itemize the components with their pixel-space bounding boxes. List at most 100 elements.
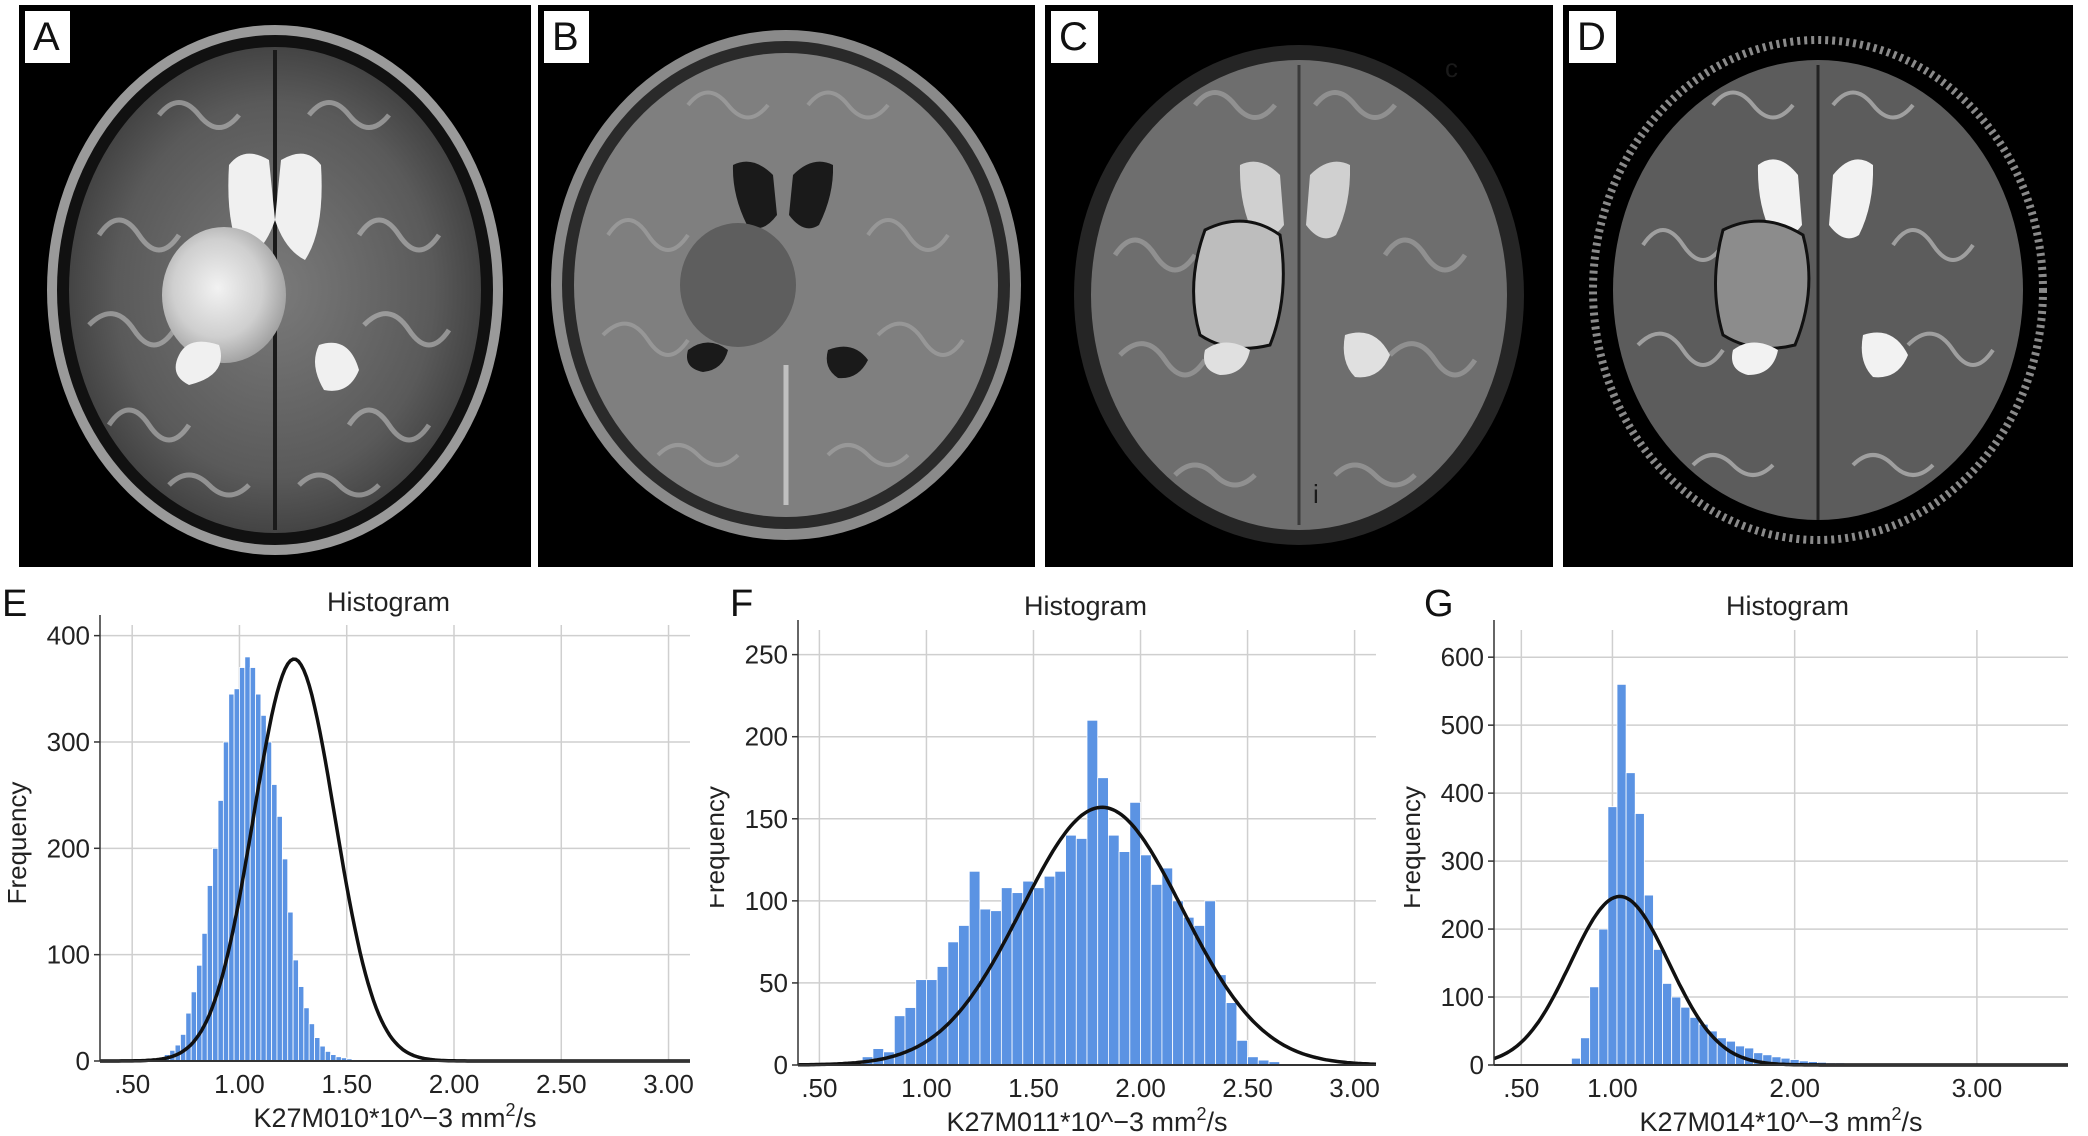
histogram-bar	[1634, 813, 1645, 1066]
histogram-bar	[314, 1037, 321, 1062]
histogram-bar	[947, 941, 959, 1066]
y-tick-label: 200	[745, 722, 788, 752]
histogram-bar	[298, 986, 305, 1062]
x-axis-label: K27M010*10^−3 mm2/s	[253, 1100, 536, 1133]
y-tick-label: 100	[745, 886, 788, 916]
histogram-bar	[1182, 916, 1195, 1066]
x-tick-label: 2.00	[1115, 1073, 1166, 1103]
histogram-bar	[1043, 875, 1056, 1066]
histogram-bar	[1000, 887, 1013, 1066]
histogram-bar	[222, 741, 230, 1062]
histogram-bar	[1022, 880, 1034, 1066]
histogram-g-plot: 0 100 200 300 400 500 600 .50 1.00 2.00 3.00 Freque…	[1404, 620, 2068, 1136]
histogram-bar	[1662, 983, 1673, 1066]
histogram-bar	[1598, 928, 1609, 1066]
histogram-bar	[255, 693, 262, 1062]
histogram-bar	[1161, 867, 1174, 1066]
histogram-f: F Histogram 0 50 100 150 200 250 .50 1.00 1.50 2.…	[710, 575, 1396, 1136]
panel-label-f: F	[730, 583, 754, 625]
y-tick-label: 200	[47, 833, 90, 863]
x-tick-label: .50	[801, 1073, 837, 1103]
histogram-bar	[1086, 719, 1099, 1066]
histogram-bar	[1236, 1039, 1248, 1066]
histogram-bar	[1150, 884, 1163, 1066]
y-tick-label: 300	[47, 727, 90, 757]
mri-dwi-image: c i	[1074, 45, 1524, 545]
histogram-bar	[217, 800, 224, 1062]
histogram-bar	[1129, 801, 1141, 1066]
histogram-bar	[990, 910, 1002, 1066]
y-tick-label: 500	[1441, 710, 1484, 740]
normal-curve	[100, 657, 690, 1063]
histogram-bar	[893, 1015, 906, 1066]
histogram-bar	[287, 911, 294, 1062]
histogram-e: E Histogram 0 100 200 300 400 .50 1.00 1.50 2.00…	[0, 575, 710, 1136]
y-tick-label: 300	[1441, 846, 1484, 876]
histogram-bar	[1097, 777, 1109, 1066]
y-tick-label: 150	[745, 804, 788, 834]
x-tick-label: 2.50	[1222, 1073, 1273, 1103]
y-tick-label: 400	[1441, 778, 1484, 808]
histogram-bar	[271, 784, 278, 1062]
y-tick-label: 50	[759, 968, 788, 998]
histogram-bar	[958, 925, 970, 1066]
histogram-bar	[233, 688, 240, 1062]
histogram-bar	[1140, 854, 1152, 1066]
y-tick-label: 0	[76, 1046, 90, 1076]
histogram-bar	[308, 1023, 315, 1062]
x-tick-label: 3.00	[1329, 1073, 1380, 1103]
histogram-bar	[904, 1007, 917, 1066]
x-tick-label: 1.00	[901, 1073, 952, 1103]
histogram-bar	[1571, 1057, 1581, 1066]
x-axis-label: K27M014*10^−3 mm2/s	[1639, 1104, 1922, 1136]
panel-label-e: E	[2, 583, 28, 625]
histogram-e-plot: 0 100 200 300 400 .50 1.00 1.50 2.00 2.50 3.00 Freq…	[2, 615, 694, 1133]
histogram-bar	[1247, 1056, 1259, 1066]
histogram-bar	[228, 693, 235, 1062]
histogram-bar	[1616, 683, 1627, 1066]
overlay-i-text: i	[1313, 479, 1319, 509]
y-tick-label: 400	[47, 621, 90, 651]
x-tick-label: 3.00	[1952, 1073, 2003, 1103]
panel-label-c: C	[1051, 11, 1098, 63]
overlay-c-text: c	[1445, 53, 1458, 83]
histogram-bar	[196, 964, 203, 1062]
mri-panel-c: c i C	[1045, 5, 1553, 567]
histogram-f-plot: 0 50 100 150 200 250 .50 1.00 1.50 2.00 2.50 3.00 Fr…	[710, 620, 1380, 1136]
histogram-bar	[1653, 949, 1663, 1066]
histogram-bar	[292, 959, 299, 1062]
histogram-bar	[1118, 851, 1131, 1066]
y-axis-label: Frequency	[1404, 786, 1426, 909]
x-tick-label: 2.00	[1769, 1073, 1820, 1103]
histogram-bar	[1671, 996, 1682, 1066]
histogram-bar	[1204, 900, 1216, 1066]
y-tick-label: 100	[47, 940, 90, 970]
histogram-title: Histogram	[1726, 591, 1850, 621]
mri-t2-image	[47, 25, 503, 555]
histogram-bar	[1589, 986, 1600, 1066]
x-tick-label: 1.50	[321, 1069, 372, 1099]
histogram-bar	[1680, 1006, 1691, 1066]
normal-curve	[798, 805, 1377, 1067]
histogram-bar	[1580, 1037, 1591, 1066]
histogram-bar	[1033, 887, 1045, 1066]
histogram-bar	[281, 858, 289, 1062]
panel-label-d: D	[1569, 11, 1616, 63]
histogram-bar	[915, 979, 927, 1066]
histogram-bar	[1225, 1002, 1238, 1066]
histogram-bar	[249, 667, 256, 1062]
histogram-bar	[1607, 806, 1618, 1066]
histogram-bar	[319, 1045, 326, 1062]
x-axis-label: K27M011*10^−3 mm2/s	[946, 1104, 1227, 1136]
histogram-title: Histogram	[327, 587, 451, 617]
y-tick-label: 0	[1470, 1050, 1484, 1080]
y-tick-label: 250	[745, 640, 788, 670]
mri-panel-b: B	[538, 5, 1035, 567]
histogram-bar	[872, 1048, 885, 1066]
y-tick-label: 200	[1441, 914, 1484, 944]
panel-label-b: B	[544, 11, 589, 63]
histogram-bar	[1065, 834, 1077, 1066]
histogram-bar	[979, 908, 992, 1066]
x-tick-label: 1.50	[1008, 1073, 1059, 1103]
histogram-bar	[276, 816, 283, 1062]
